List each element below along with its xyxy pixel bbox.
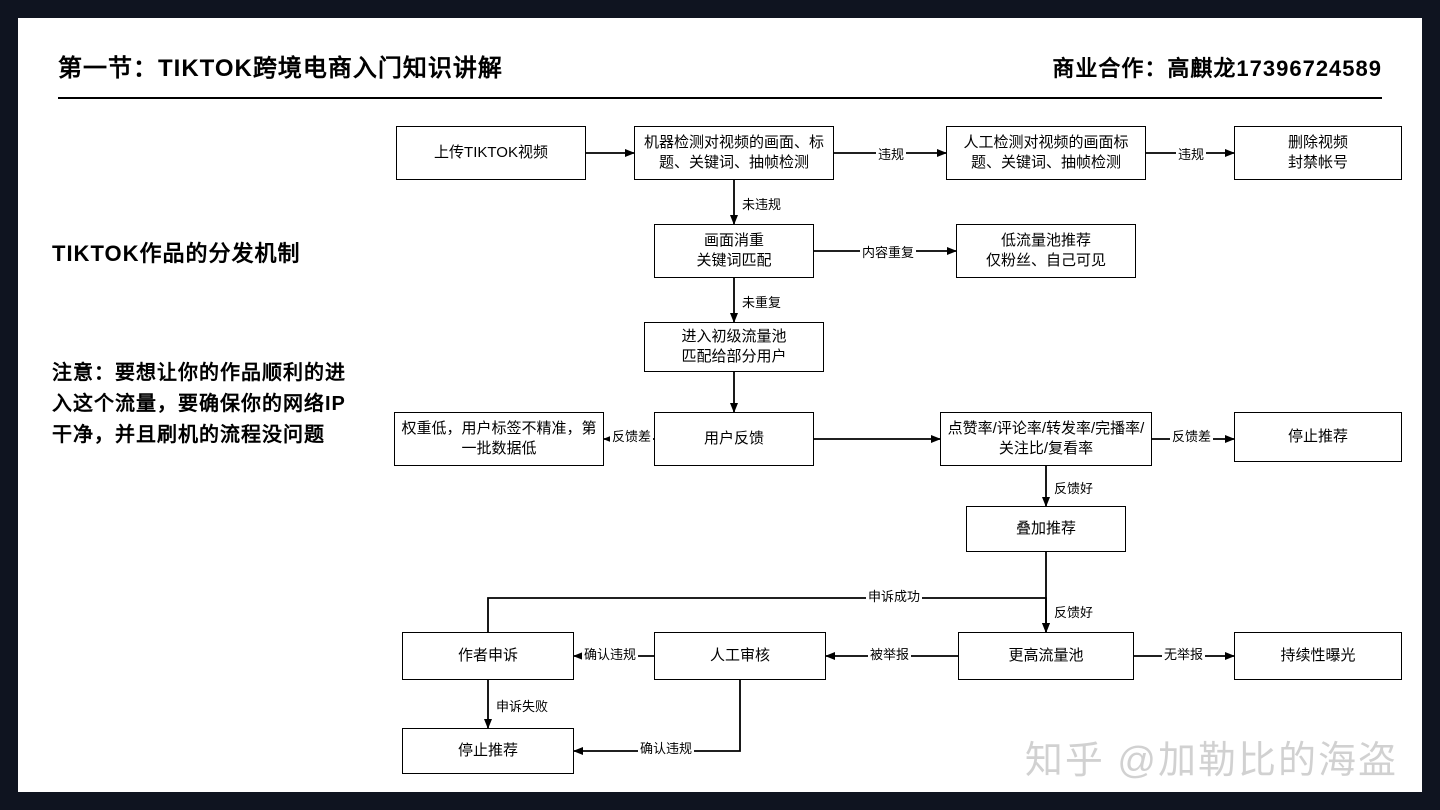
flow-node-human1: 人工检测对视频的画面标题、关键词、抽帧检测 <box>946 126 1146 180</box>
flow-edge-label: 申诉失败 <box>494 696 550 715</box>
flow-node-dedup: 画面消重 关键词匹配 <box>654 224 814 278</box>
flow-node-stack: 叠加推荐 <box>966 506 1126 552</box>
flow-edge-label: 申诉成功 <box>866 586 922 605</box>
flow-edge <box>488 598 1046 632</box>
flow-node-lowpool: 低流量池推荐 仅粉丝、自己可见 <box>956 224 1136 278</box>
flow-node-lowweight: 权重低，用户标签不精准，第一批数据低 <box>394 412 604 466</box>
flow-edge-label: 反馈差 <box>1170 426 1213 445</box>
flow-node-feedback: 用户反馈 <box>654 412 814 466</box>
flow-edge-label: 未重复 <box>740 292 783 311</box>
flow-edge-label: 反馈好 <box>1052 478 1095 497</box>
flow-edge-label: 违规 <box>1176 144 1206 163</box>
flow-node-stop1: 停止推荐 <box>1234 412 1402 462</box>
flow-node-exposure: 持续性曝光 <box>1234 632 1402 680</box>
flow-edge-label: 违规 <box>876 144 906 163</box>
flowchart-canvas: 上传TIKTOK视频机器检测对视频的画面、标题、关键词、抽帧检测 人工检测对视频的… <box>18 18 1422 792</box>
flow-edge-label: 反馈好 <box>1052 602 1095 621</box>
flow-edge-label: 内容重复 <box>860 242 916 261</box>
flow-edge-label: 确认违规 <box>638 738 694 757</box>
flow-edge-label: 反馈差 <box>610 426 653 445</box>
flow-edge-label: 被举报 <box>868 644 911 663</box>
flow-edge-label: 未违规 <box>740 194 783 213</box>
flow-node-stop2: 停止推荐 <box>402 728 574 774</box>
watermark: 知乎 @加勒比的海盗 <box>1025 729 1398 784</box>
flow-node-higherpool: 更高流量池 <box>958 632 1134 680</box>
flow-node-upload: 上传TIKTOK视频 <box>396 126 586 180</box>
flow-node-delete: 删除视频 封禁帐号 <box>1234 126 1402 180</box>
flow-edge-label: 无举报 <box>1162 644 1205 663</box>
flow-node-enterpool: 进入初级流量池 匹配给部分用户 <box>644 322 824 372</box>
flow-node-manreview: 人工审核 <box>654 632 826 680</box>
flow-edge-label: 确认违规 <box>582 644 638 663</box>
page: 第一节：TIKTOK跨境电商入门知识讲解 商业合作：高麒龙17396724589… <box>18 18 1422 792</box>
flow-node-appeal: 作者申诉 <box>402 632 574 680</box>
flow-node-rates: 点赞率/评论率/转发率/完播率/关注比/复看率 <box>940 412 1152 466</box>
flow-node-machine: 机器检测对视频的画面、标题、关键词、抽帧检测 <box>634 126 834 180</box>
